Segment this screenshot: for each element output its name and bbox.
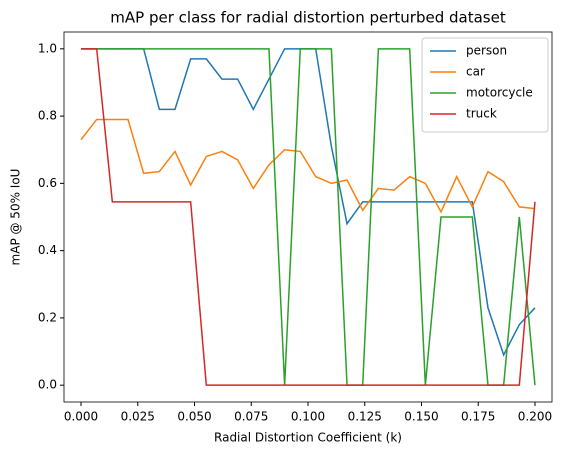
x-tick-label: 0.000 <box>64 410 98 424</box>
x-tick-label: 0.125 <box>348 410 382 424</box>
y-axis-label: mAP @ 50% IoU <box>9 169 23 266</box>
legend-label: motorcycle <box>466 86 533 100</box>
y-tick-label: 0.4 <box>38 243 57 257</box>
x-tick-label: 0.050 <box>177 410 211 424</box>
x-tick-label: 0.100 <box>291 410 325 424</box>
series-line <box>81 48 536 386</box>
series-line <box>81 48 536 386</box>
series-line <box>80 118 536 214</box>
x-tick-label: 0.175 <box>461 410 495 424</box>
legend-label: person <box>466 44 507 58</box>
x-axis-label: Radial Distortion Coefficient (k) <box>214 431 402 445</box>
y-tick-label: 0.8 <box>38 109 57 123</box>
x-tick-label: 0.025 <box>121 410 155 424</box>
legend-label: truck <box>466 107 497 121</box>
x-tick-label: 0.075 <box>234 410 268 424</box>
legend-label: car <box>466 65 485 79</box>
legend-box <box>421 37 549 133</box>
chart-title: mAP per class for radial distortion pert… <box>110 9 506 27</box>
y-tick-label: 0.2 <box>38 310 57 324</box>
y-tick-label: 0.0 <box>38 378 57 392</box>
y-tick-label: 0.6 <box>38 176 57 190</box>
x-tick-label: 0.150 <box>404 410 438 424</box>
plot-frame <box>63 31 553 403</box>
x-tick-label: 0.200 <box>518 410 552 424</box>
y-tick-label: 1.0 <box>38 41 57 55</box>
